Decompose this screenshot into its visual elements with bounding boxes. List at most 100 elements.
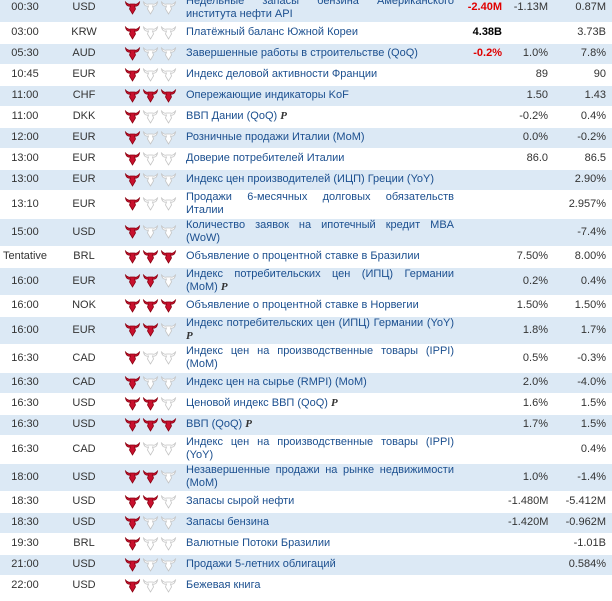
time: 16:00 [0,267,50,296]
currency: EUR [50,267,118,296]
bull-icon [160,172,177,187]
forecast: -1.420M [505,512,551,534]
event-text: Бежевая книга [186,579,261,591]
actual [457,435,505,464]
bull-icon [160,494,177,509]
importance [118,344,183,373]
time: 05:30 [0,43,50,65]
importance [118,267,183,296]
event-text: Индекс потребительских цен (ИПЦ) Германи… [186,268,454,293]
importance [118,0,183,23]
actual [457,393,505,415]
bull-icon [142,469,159,484]
prelim-flag: P [245,418,252,430]
forecast [505,169,551,191]
bull-icon [124,88,141,103]
bull-icon [124,494,141,509]
currency: EUR [50,169,118,191]
importance [118,190,183,219]
previous: 2.957% [551,190,612,219]
importance [118,22,183,44]
bull-icon [142,88,159,103]
event-name: Платёжный баланс Южной Кореи [183,22,457,44]
actual [457,316,505,345]
bull-icon [142,196,159,211]
forecast: -1.13M [505,0,551,23]
event-name: Опережающие индикаторы KoF [183,85,457,107]
previous: 0.4% [551,106,612,128]
previous: 90 [551,64,612,86]
actual [457,127,505,149]
bull-icon [124,196,141,211]
bull-icon [160,417,177,432]
bull-icon [160,249,177,264]
bull-icon [124,172,141,187]
forecast: 0.5% [505,344,551,373]
bull-icon [124,536,141,551]
event-row: Tentative BRL Объявление о процентной став… [0,246,612,268]
bull-icon [124,151,141,166]
event-name: Индекс цен на сырье (RMPI) (MoM) [183,372,457,394]
prelim-flag: P [220,281,228,293]
event-name: Количество заявок на ипотечный кредит MB… [183,218,457,247]
actual: 4.38B [457,22,505,44]
event-name: Доверие потребителей Италии [183,148,457,170]
event-row: 03:00 KRW Платёжный баланс Южной Кореи 4.38… [0,22,612,44]
bull-icon [124,224,141,239]
forecast: -1.480M [505,491,551,513]
event-row: 13:10 EUR Продажи 6-месячных долговых обяз… [0,190,612,219]
event-text: Продажи 5-летних облигаций [186,558,336,570]
time: 19:30 [0,533,50,555]
bull-icon [160,224,177,239]
forecast: 86.0 [505,148,551,170]
event-name: Ценовой индекс ВВП (QoQ) P [183,393,457,415]
time: 13:10 [0,190,50,219]
currency: CAD [50,372,118,394]
previous: -1.01B [551,533,612,555]
bull-icon [160,151,177,166]
importance [118,491,183,513]
importance [118,414,183,436]
importance [118,169,183,191]
event-text: Продажи 6-месячных долговых обязательств… [186,191,454,216]
bull-icon [142,557,159,572]
currency: NOK [50,295,118,317]
time: 03:00 [0,22,50,44]
forecast: 1.0% [505,463,551,492]
event-row: 11:00 DKK ВВП Дании (QoQ) P -0.2% 0.4% [0,106,612,128]
event-row: 22:00 USD Бежевая книга [0,575,612,597]
time: 13:00 [0,169,50,191]
event-name: Незавершенные продажи на рынке недвижимо… [183,463,457,492]
event-row: 11:00 CHF Опережающие индикаторы KoF 1.50 1.… [0,85,612,107]
bull-icon [160,273,177,288]
previous: 0.4% [551,435,612,464]
forecast: 1.50 [505,85,551,107]
actual [457,106,505,128]
forecast [505,554,551,576]
importance [118,554,183,576]
event-row: 16:30 CAD Индекс цен на производственные т… [0,435,612,464]
bull-icon [142,109,159,124]
time: 21:00 [0,554,50,576]
event-text: Ценовой индекс ВВП (QoQ) [186,397,328,409]
bull-icon [124,557,141,572]
actual [457,344,505,373]
bull-icon [142,375,159,390]
bull-icon [124,578,141,593]
event-row: 19:30 BRL Валютные Потоки Бразилии -1.01B [0,533,612,555]
time: 00:30 [0,0,50,23]
time: 18:00 [0,463,50,492]
previous: 1.5% [551,393,612,415]
time: 11:00 [0,106,50,128]
bull-icon [160,441,177,456]
previous: 86.5 [551,148,612,170]
event-text: Индекс цен на сырье (RMPI) (MoM) [186,376,367,388]
event-name: Запасы бензина [183,512,457,534]
currency: EUR [50,127,118,149]
event-text: ВВП Дании (QoQ) [186,110,278,122]
importance [118,85,183,107]
bull-icon [124,469,141,484]
event-text: Количество заявок на ипотечный кредит MB… [186,219,454,244]
currency: USD [50,414,118,436]
